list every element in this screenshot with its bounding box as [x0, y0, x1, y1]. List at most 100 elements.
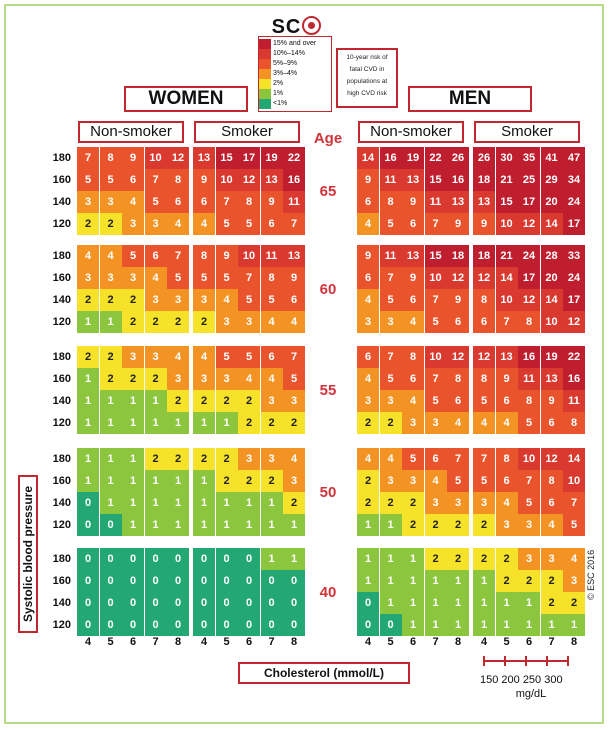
risk-cell: 1 [357, 548, 379, 570]
risk-cell: 1 [540, 614, 563, 636]
legend-swatch [259, 79, 271, 89]
risk-cell: 0 [77, 614, 99, 636]
risk-cell: 4 [495, 412, 518, 434]
cholesterol-tick-label: 5 [223, 636, 230, 648]
risk-cell: 6 [447, 311, 469, 333]
legend-label: 5%–9% [273, 60, 298, 67]
risk-cell: 2 [563, 592, 585, 614]
risk-cell: 6 [540, 412, 563, 434]
risk-cell: 7 [283, 346, 305, 368]
sbp-tick-label: 120 [52, 417, 71, 429]
risk-cell: 10 [144, 147, 167, 169]
risk-cell: 3 [167, 289, 189, 311]
sbp-tick-label: 180 [52, 351, 71, 363]
risk-cell: 1 [447, 592, 469, 614]
risk-cell: 4 [357, 448, 379, 470]
cholesterol-tick-label: 6 [525, 636, 533, 648]
risk-cell: 1 [122, 514, 144, 536]
risk-cell: 2 [357, 470, 379, 492]
target-icon [302, 16, 322, 35]
risk-cell: 19 [260, 147, 283, 169]
risk-cell: 11 [283, 191, 305, 213]
risk-cell: 4 [260, 311, 283, 333]
risk-cell: 6 [357, 191, 379, 213]
risk-cell: 6 [144, 245, 167, 267]
risk-cell: 8 [99, 147, 122, 169]
risk-cell: 0 [144, 614, 167, 636]
risk-cell: 16 [283, 169, 305, 191]
legend-swatch [259, 89, 271, 99]
cholesterol-tick-label: 8 [174, 636, 182, 648]
risk-cell: 2 [144, 311, 167, 333]
risk-cell: 1 [77, 470, 99, 492]
cholesterol-tick-label: 6 [409, 636, 417, 648]
risk-cell: 1 [99, 412, 122, 434]
risk-cell: 0 [167, 614, 189, 636]
risk-cell: 10 [495, 289, 518, 311]
risk-cell: 12 [563, 311, 585, 333]
risk-cell: 2 [77, 213, 99, 235]
cholesterol-tick-label: 7 [432, 636, 439, 648]
risk-cell: 0 [167, 548, 189, 570]
age-label: 40 [319, 584, 337, 601]
risk-cell: 2 [77, 346, 99, 368]
risk-cell: 0 [215, 570, 238, 592]
risk-cell: 7 [424, 289, 447, 311]
women-header: WOMEN [124, 86, 248, 112]
risk-cell: 35 [518, 147, 540, 169]
risk-cell: 15 [424, 245, 447, 267]
age-label: 65 [319, 183, 337, 200]
risk-cell: 1 [99, 492, 122, 514]
risk-cell: 4 [238, 368, 260, 390]
risk-cell: 1 [379, 570, 402, 592]
risk-cell: 12 [447, 346, 469, 368]
risk-cell: 0 [215, 548, 238, 570]
mgdl-unit: mg/dL [515, 688, 547, 700]
sbp-tick-label: 120 [52, 316, 71, 328]
risk-cell: 2 [238, 390, 260, 412]
risk-cell: 3 [99, 267, 122, 289]
risk-cell: 1 [193, 514, 215, 536]
risk-cell: 3 [402, 470, 424, 492]
risk-cell: 1 [99, 311, 122, 333]
risk-cell: 7 [447, 448, 469, 470]
risk-cell: 2 [122, 289, 144, 311]
risk-cell: 0 [283, 592, 305, 614]
risk-cell: 2 [357, 492, 379, 514]
risk-cell: 1 [122, 390, 144, 412]
risk-cell: 4 [193, 213, 215, 235]
risk-cell: 1 [283, 514, 305, 536]
risk-cell: 0 [122, 592, 144, 614]
sbp-tick-label: 180 [52, 453, 71, 465]
risk-cell: 7 [144, 169, 167, 191]
sbp-tick-label: 180 [52, 553, 71, 565]
risk-cell: 2 [193, 311, 215, 333]
mgdl-tick [546, 656, 548, 666]
sbp-tick-label: 120 [52, 519, 71, 531]
risk-cell: 6 [402, 213, 424, 235]
legend-label: 2% [273, 80, 284, 87]
risk-cell: 1 [447, 614, 469, 636]
legend-explanation: 10-year risk of fatal CVD in populations a… [336, 48, 398, 108]
risk-cell: 8 [402, 346, 424, 368]
legend-note-line: fatal CVD in [349, 66, 385, 73]
risk-cell: 1 [167, 412, 189, 434]
risk-cell: 5 [518, 492, 540, 514]
risk-cell: 0 [167, 592, 189, 614]
risk-cell: 2 [379, 412, 402, 434]
risk-cell: 3 [357, 311, 379, 333]
risk-cell: 1 [402, 614, 424, 636]
risk-cell: 9 [473, 213, 495, 235]
risk-cell: 7 [495, 311, 518, 333]
risk-cell: 0 [144, 570, 167, 592]
risk-cell: 3 [379, 470, 402, 492]
cholesterol-axis-title: Cholesterol (mmol/L) [238, 662, 410, 684]
risk-cell: 14 [540, 213, 563, 235]
risk-cell: 22 [563, 346, 585, 368]
risk-cell: 2 [144, 448, 167, 470]
risk-cell: 16 [518, 346, 540, 368]
risk-cell: 6 [495, 390, 518, 412]
risk-cell: 26 [473, 147, 495, 169]
risk-cell: 5 [215, 213, 238, 235]
risk-cell: 2 [473, 548, 495, 570]
